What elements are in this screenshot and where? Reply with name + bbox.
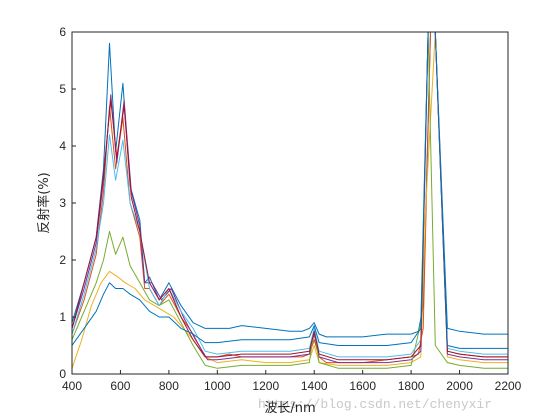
series-line-3 bbox=[72, 32, 508, 369]
x-tick-label: 800 bbox=[159, 379, 179, 393]
x-tick-label: 1400 bbox=[301, 379, 328, 393]
x-tick-label: 1200 bbox=[252, 379, 279, 393]
y-axis-label: 反射率(%) bbox=[36, 172, 52, 234]
x-tick-label: 1600 bbox=[349, 379, 376, 393]
y-axis: 0 1 2 3 4 5 6 bbox=[59, 25, 76, 381]
y-tick-label: 1 bbox=[59, 310, 66, 324]
x-tick-label: 2200 bbox=[495, 379, 522, 393]
x-tick-label: 2000 bbox=[446, 379, 473, 393]
y-tick-label: 5 bbox=[59, 82, 66, 96]
y-tick-label: 0 bbox=[59, 367, 66, 381]
x-axis-label: 波长/nm bbox=[264, 401, 315, 416]
plot-area bbox=[72, 32, 508, 374]
series-line-8 bbox=[72, 32, 508, 349]
series-layer bbox=[72, 32, 508, 369]
y-tick-label: 4 bbox=[59, 139, 66, 153]
y-tick-label: 3 bbox=[59, 196, 66, 210]
y-tick-label: 2 bbox=[59, 253, 66, 267]
x-tick-label: 1000 bbox=[204, 379, 231, 393]
x-tick-label: 400 bbox=[62, 379, 82, 393]
x-tick-label: 1800 bbox=[398, 379, 425, 393]
x-axis: 400 600 800 1000 1200 1400 1600 1800 2000 2200 bbox=[62, 370, 522, 393]
x-tick-label: 600 bbox=[110, 379, 130, 393]
y-tick-label: 6 bbox=[59, 25, 66, 39]
watermark-text: https://blog.csdn.net/chenyxir bbox=[258, 397, 492, 412]
